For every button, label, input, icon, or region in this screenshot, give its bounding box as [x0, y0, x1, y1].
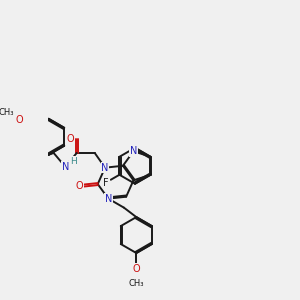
Text: N: N	[130, 146, 137, 156]
Text: CH₃: CH₃	[129, 279, 144, 288]
Text: N: N	[105, 194, 112, 204]
Text: F: F	[103, 178, 109, 188]
Text: CH₃: CH₃	[0, 108, 14, 117]
Text: H: H	[70, 157, 76, 166]
Text: N: N	[61, 162, 69, 172]
Text: N: N	[101, 163, 109, 173]
Text: O: O	[67, 134, 74, 144]
Text: O: O	[75, 181, 83, 191]
Text: O: O	[16, 115, 23, 125]
Text: O: O	[133, 264, 140, 274]
